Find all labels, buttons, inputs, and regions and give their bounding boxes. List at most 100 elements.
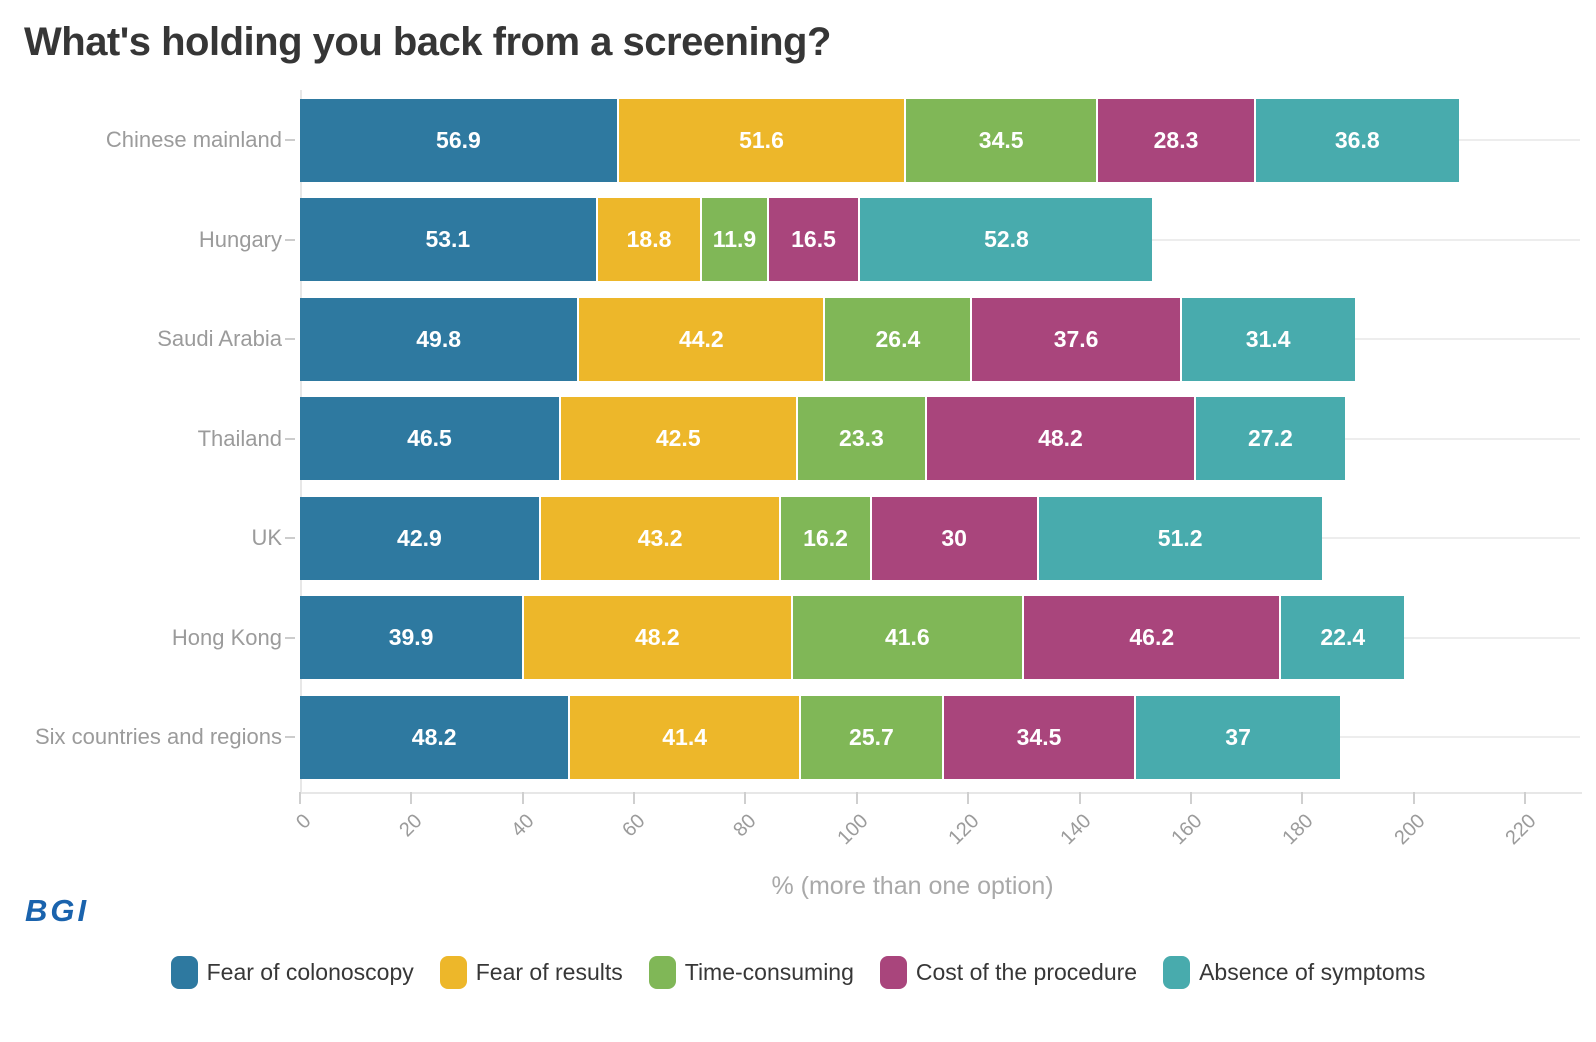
bar-value-label: 49.8 (416, 325, 462, 352)
x-tick-mark (967, 792, 970, 804)
bar-segment: 25.7 (798, 695, 942, 779)
bar-segment: 41.6 (790, 596, 1023, 679)
bar-segment: 18.8 (595, 198, 701, 281)
legend-label: Fear of colonoscopy (206, 959, 414, 985)
legend-swatch (439, 956, 467, 989)
bar-segment: 42.9 (300, 496, 539, 580)
bar-value-label: 41.6 (884, 624, 930, 650)
category-tick (285, 338, 295, 340)
bar-value-label: 27.2 (1248, 425, 1293, 451)
x-tick-label: 0 (292, 810, 316, 834)
bar-value-label: 56.9 (436, 126, 481, 153)
legend-swatch (170, 956, 198, 989)
bar-value-label: 43.2 (637, 524, 683, 551)
bar-value-label: 48.2 (1038, 425, 1083, 451)
category-tick (285, 537, 295, 539)
category-tick (285, 139, 295, 141)
bar-value-label: 42.5 (655, 425, 701, 451)
bar-value-label: 11.9 (712, 226, 757, 252)
bar-value-label: 30 (941, 524, 967, 551)
category-label: Hungary (198, 226, 282, 252)
x-tick-mark (521, 792, 524, 804)
x-tick-mark (299, 792, 301, 804)
category-tick (285, 736, 295, 738)
legend-label: Fear of results (475, 959, 623, 985)
x-tick-mark (1189, 792, 1192, 804)
bar-segment: 51.2 (1036, 496, 1322, 580)
bar-row: 46.5 42.5 23.3 48.2 27.2 (300, 397, 1346, 480)
bar-segment: 52.8 (858, 198, 1153, 281)
x-tick-label: 220 (1501, 810, 1541, 850)
bar-segment: 53.1 (300, 198, 596, 281)
bar-segment: 41.4 (568, 695, 799, 779)
bar-segment: 28.3 (1096, 98, 1254, 182)
x-axis-title: % (more than one option) (771, 872, 1054, 900)
bar-value-label: 41.4 (662, 723, 708, 750)
bar-value-label: 22.4 (1320, 624, 1366, 650)
bar-segment: 48.2 (300, 695, 569, 779)
bar-value-label: 51.2 (1157, 524, 1203, 551)
category-label: Hong Kong (171, 624, 282, 650)
x-tick-label: 100 (833, 810, 873, 850)
bar-value-label: 53.1 (425, 226, 471, 252)
category-tick (285, 238, 295, 241)
bar-segment: 48.2 (522, 596, 791, 679)
bar-value-label: 25.7 (849, 723, 894, 750)
x-tick-mark (855, 792, 858, 804)
category-tick (285, 437, 295, 440)
legend-label: Absence of symptoms (1199, 959, 1426, 985)
bar-segment: 43.2 (538, 496, 780, 580)
bar-segment: 36.8 (1253, 98, 1459, 182)
category-label: UK (251, 525, 282, 550)
chart-title: What's holding you back from a screening… (24, 20, 831, 64)
x-tick-mark (744, 792, 747, 804)
bar-segment: 23.3 (795, 397, 926, 480)
x-tick-mark (410, 792, 413, 804)
bar-value-label: 48.2 (634, 624, 680, 650)
bar-segment: 44.2 (577, 297, 824, 381)
x-tick-mark (1412, 792, 1415, 804)
bar-value-label: 28.3 (1153, 126, 1199, 153)
bar-segment: 39.9 (300, 596, 523, 679)
legend-item: Fear of colonoscopy (170, 956, 414, 989)
x-tick-label: 140 (1055, 810, 1096, 850)
bar-row: 39.9 48.2 41.6 46.2 22.4 (300, 596, 1405, 679)
x-tick-label: 60 (618, 810, 650, 842)
x-tick-label: 20 (395, 810, 427, 842)
bar-value-label: 39.9 (388, 624, 434, 650)
legend-swatch (879, 956, 907, 989)
bar-value-label: 37.6 (1053, 325, 1099, 352)
x-tick-label: 160 (1167, 810, 1207, 850)
bar-value-label: 42.9 (397, 524, 442, 551)
bar-value-label: 36.8 (1334, 126, 1380, 153)
bar-segment: 11.9 (700, 198, 767, 281)
bar-value-label: 31.4 (1245, 325, 1291, 352)
category-label: Thailand (197, 425, 282, 451)
bar-segment: 27.2 (1193, 397, 1346, 480)
plot-area: 56.9 51.6 34.5 28.3 36.8 53.1 18.8 11.9 16.5 52.8… (285, 90, 1580, 791)
legend-item: Fear of results (439, 956, 623, 989)
bar-value-label: 23.3 (839, 425, 884, 451)
bar-segment: 26.4 (823, 297, 971, 381)
category-label: Saudi Arabia (157, 326, 282, 351)
bar-value-label: 37 (1225, 723, 1251, 750)
bar-row: 42.9 43.2 16.2 30 51.2 (300, 496, 1322, 580)
bar-segment: 46.2 (1022, 596, 1280, 679)
bar-segment: 49.8 (300, 297, 578, 381)
bar-segment: 42.5 (558, 397, 796, 480)
legend-label: Time-consuming (684, 959, 854, 985)
bar-value-label: 26.4 (875, 325, 921, 352)
legend-item: Time-consuming (648, 956, 854, 989)
x-tick-mark (633, 792, 636, 804)
bar-row: 48.2 41.4 25.7 34.5 37 (300, 695, 1341, 779)
bar-segment: 16.5 (766, 198, 859, 281)
x-tick-label: 180 (1278, 810, 1318, 850)
bar-value-label: 52.8 (984, 226, 1029, 252)
bar-segment: 37 (1134, 695, 1341, 779)
bar-segment: 56.9 (300, 98, 617, 182)
bar-row: 49.8 44.2 26.4 37.6 31.4 (300, 297, 1355, 381)
x-tick-label: 40 (506, 810, 539, 842)
bgi-logo: BGI (25, 893, 90, 928)
legend-item: Cost of the procedure (879, 956, 1137, 989)
bar-value-label: 34.5 (1016, 723, 1062, 750)
